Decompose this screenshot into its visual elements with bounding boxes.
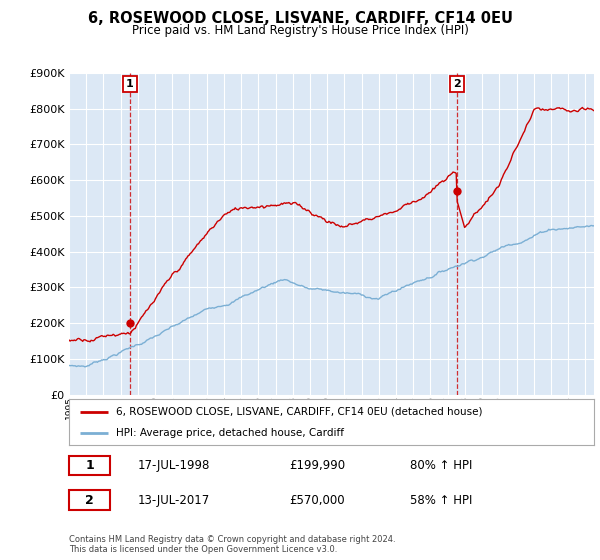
Text: Price paid vs. HM Land Registry's House Price Index (HPI): Price paid vs. HM Land Registry's House … [131,24,469,36]
Text: 17-JUL-1998: 17-JUL-1998 [137,459,209,472]
FancyBboxPatch shape [69,456,110,475]
Text: £199,990: £199,990 [290,459,346,472]
Text: 58% ↑ HPI: 58% ↑ HPI [410,493,473,507]
Text: 13-JUL-2017: 13-JUL-2017 [137,493,209,507]
Text: 6, ROSEWOOD CLOSE, LISVANE, CARDIFF, CF14 0EU (detached house): 6, ROSEWOOD CLOSE, LISVANE, CARDIFF, CF1… [116,407,483,417]
Text: 6, ROSEWOOD CLOSE, LISVANE, CARDIFF, CF14 0EU: 6, ROSEWOOD CLOSE, LISVANE, CARDIFF, CF1… [88,11,512,26]
Text: HPI: Average price, detached house, Cardiff: HPI: Average price, detached house, Card… [116,428,344,438]
Text: 80% ↑ HPI: 80% ↑ HPI [410,459,473,472]
FancyBboxPatch shape [69,491,110,510]
Text: 1: 1 [126,79,134,89]
Text: Contains HM Land Registry data © Crown copyright and database right 2024.
This d: Contains HM Land Registry data © Crown c… [69,535,395,554]
Text: £570,000: £570,000 [290,493,345,507]
Text: 2: 2 [453,79,461,89]
Text: 2: 2 [85,493,94,507]
Text: 1: 1 [85,459,94,472]
